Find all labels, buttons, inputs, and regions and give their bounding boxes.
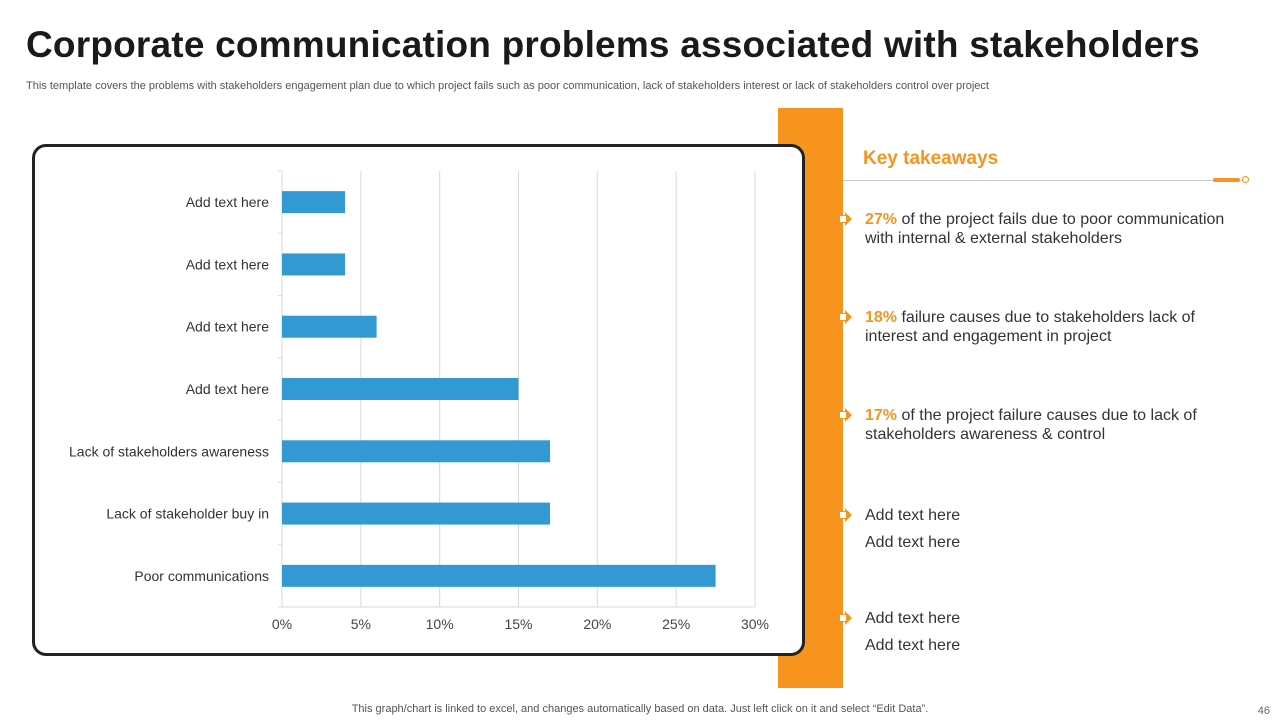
- arrow-icon: [838, 508, 852, 522]
- bar: [282, 378, 519, 400]
- divider: [843, 180, 1243, 181]
- bar: [282, 564, 716, 587]
- bar: [282, 440, 551, 463]
- x-tick-label: 15%: [504, 616, 532, 632]
- category-label: Add text here: [186, 194, 269, 210]
- takeaway-item: 27% of the project fails due to poor com…: [865, 211, 1225, 247]
- takeaway-item: Add text here Add text here: [865, 610, 961, 654]
- arrow-icon: [838, 310, 852, 324]
- x-tick-label: 25%: [662, 616, 690, 632]
- bar: [282, 253, 346, 276]
- bar: [282, 191, 346, 214]
- takeaway-item: Add text here Add text here: [865, 507, 961, 551]
- page-title: Corporate communication problems associa…: [26, 24, 1200, 65]
- x-tick-label: 20%: [583, 616, 611, 632]
- arrow-icon: [838, 408, 852, 422]
- divider-dot: [1242, 176, 1249, 183]
- x-tick-label: 10%: [426, 616, 454, 632]
- x-tick-label: 30%: [741, 616, 769, 632]
- page-subtitle: This template covers the problems with s…: [26, 80, 989, 92]
- arrow-icon: [838, 611, 852, 625]
- bar: [282, 502, 551, 525]
- category-label: Add text here: [186, 381, 269, 397]
- category-label: Lack of stakeholder buy in: [106, 506, 269, 522]
- category-label: Add text here: [186, 319, 269, 335]
- x-tick-label: 0%: [272, 616, 292, 632]
- category-label: Lack of stakeholders awareness: [69, 443, 269, 459]
- takeaway-item: 17% of the project failure causes due to…: [865, 407, 1197, 443]
- takeaway-item: 18% failure causes due to stakeholders l…: [865, 309, 1195, 345]
- x-tick-label: 5%: [351, 616, 371, 632]
- category-label: Add text here: [186, 256, 269, 272]
- key-takeaways-heading: Key takeaways: [863, 148, 999, 169]
- divider-accent: [1213, 178, 1240, 182]
- arrow-icon: [838, 212, 852, 226]
- footer-note: This graph/chart is linked to excel, and…: [351, 703, 929, 715]
- bar: [282, 315, 377, 338]
- category-label: Poor communications: [134, 568, 269, 584]
- page-number: 46: [1257, 705, 1270, 717]
